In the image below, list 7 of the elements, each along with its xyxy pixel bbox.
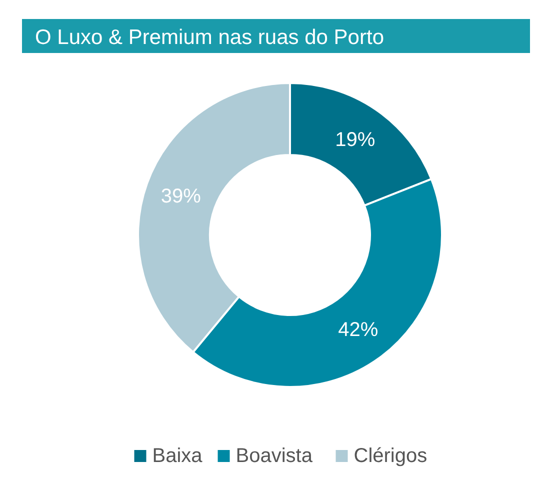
data-label: 42% xyxy=(338,318,378,341)
legend-label: Boavista xyxy=(236,445,314,467)
data-label: 39% xyxy=(160,186,202,208)
chart-title: O Luxo & Premium nas ruas do Porto xyxy=(35,26,384,49)
legend-label: Baixa xyxy=(152,445,204,467)
legend-label: Clérigos xyxy=(354,445,428,467)
data-label: 19% xyxy=(335,129,376,152)
